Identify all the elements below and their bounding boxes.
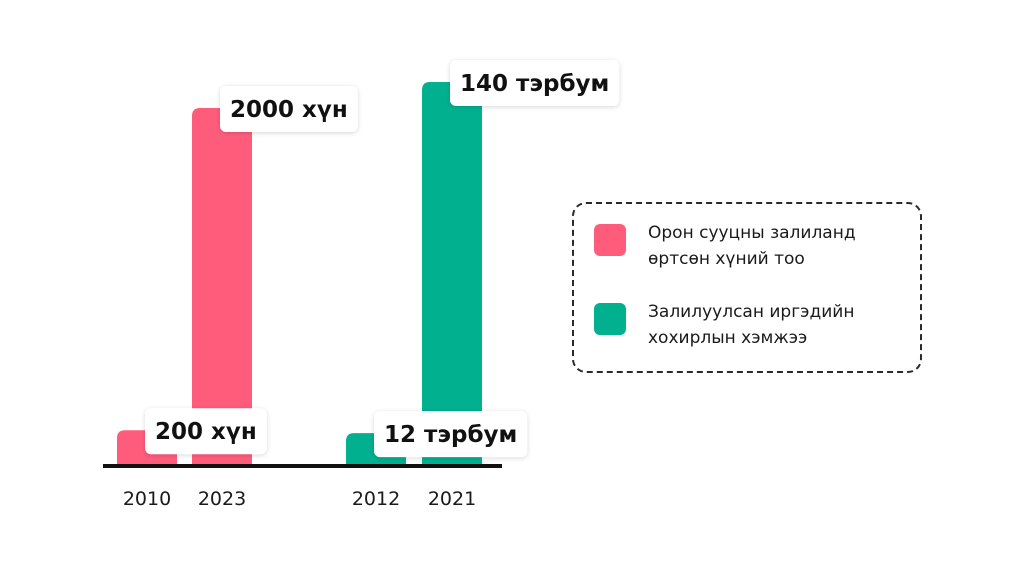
data-label-text-2023: 2000 хүн bbox=[230, 97, 348, 123]
bars-layer bbox=[117, 82, 482, 466]
x-tick-labels-layer: 2010 2023 2012 2021 bbox=[123, 488, 476, 510]
legend-label-damage: Залилуулсан иргэдийн хохирлын хэмжээ bbox=[648, 302, 855, 348]
data-label-box-2021 bbox=[450, 60, 620, 106]
data-label-box-2010 bbox=[145, 408, 267, 455]
data-label-text-2010: 200 хүн bbox=[155, 419, 257, 445]
data-label-text-2012: 12 тэрбум bbox=[384, 422, 517, 448]
bar-2021 bbox=[422, 82, 482, 466]
x-tick-label-2023: 2023 bbox=[198, 488, 246, 510]
legend-item-people: Орон сууцны залиланд өртсөн хүний тоо bbox=[594, 220, 904, 272]
legend-item-damage: Залилуулсан иргэдийн хохирлын хэмжээ bbox=[594, 299, 904, 351]
data-label-2021: 140 тэрбум bbox=[450, 60, 620, 106]
data-label-text-2021: 140 тэрбум bbox=[460, 71, 609, 97]
data-label-box-2023 bbox=[220, 86, 358, 132]
x-tick-label-2010: 2010 bbox=[123, 488, 171, 510]
data-label-box-2012 bbox=[374, 411, 528, 458]
legend-swatch-people bbox=[594, 224, 626, 256]
data-label-2023: 2000 хүн bbox=[220, 86, 358, 132]
legend: Орон сууцны залиланд өртсөн хүний тоо За… bbox=[572, 202, 922, 373]
x-tick-label-2021: 2021 bbox=[428, 488, 476, 510]
x-tick-label-2012: 2012 bbox=[352, 488, 400, 510]
data-label-2010: 200 хүн bbox=[145, 408, 267, 455]
legend-label-people: Орон сууцны залиланд өртсөн хүний тоо bbox=[648, 223, 856, 269]
data-label-2012: 12 тэрбум bbox=[374, 411, 528, 458]
bar-2023 bbox=[192, 108, 252, 466]
legend-swatch-damage bbox=[594, 303, 626, 335]
data-labels-layer: 200 хүн 2000 хүн 12 тэрбум 140 тэрбум bbox=[145, 60, 620, 458]
